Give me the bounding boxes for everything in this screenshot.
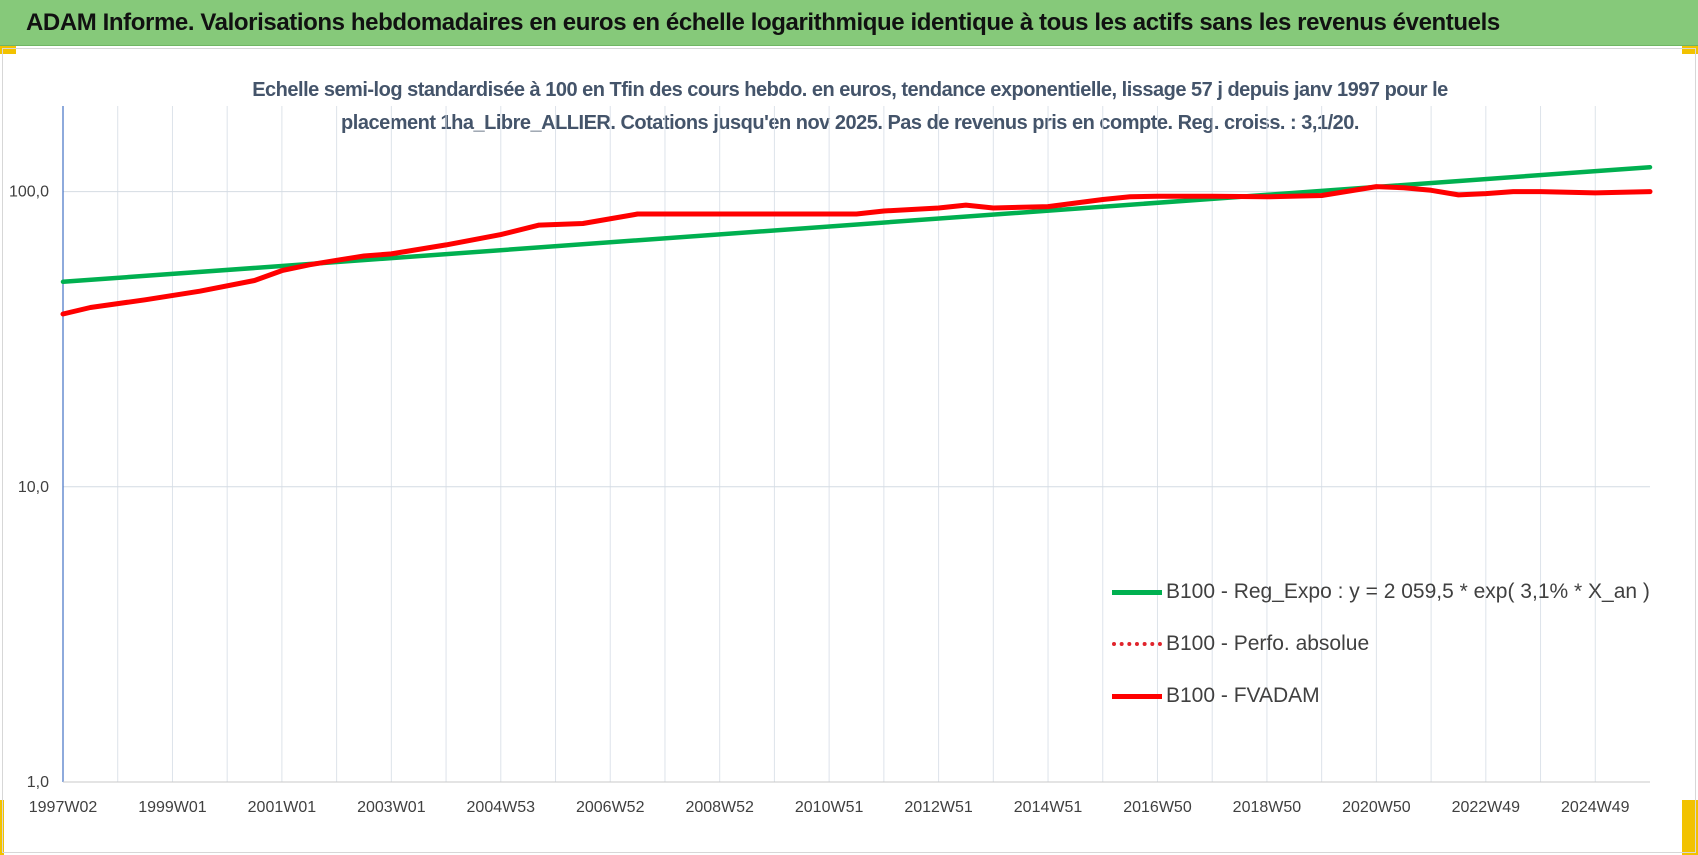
y-tick-label: 1,0 [27,774,49,791]
legend-swatch-perfo-absolue [1112,642,1162,646]
corner-marker-top-left [0,46,16,54]
x-tick-label: 2016W50 [1123,799,1192,816]
legend-item-reg-expo: B100 - Reg_Expo : y = 2 059,5 * exp( 3,1… [1112,566,1650,618]
legend-label-fvadam: B100 - FVADAM [1166,684,1320,707]
banner-title: ADAM Informe. Valorisations hebdomadaire… [26,9,1500,36]
chart-legend: B100 - Reg_Expo : y = 2 059,5 * exp( 3,1… [1112,566,1650,722]
x-tick-label: 1997W02 [29,799,98,816]
chart-frame [2,48,1696,853]
x-tick-label: 2022W49 [1452,799,1521,816]
legend-swatch-reg-expo [1112,589,1162,595]
legend-swatch-fvadam [1112,693,1162,699]
x-tick-label: 1999W01 [138,799,207,816]
x-tick-label: 2008W52 [685,799,754,816]
chart-title-line-2: placement 1ha_Libre_ALLIER. Cotations ju… [341,112,1359,134]
x-tick-label: 2020W50 [1342,799,1411,816]
series-line-fvadam [60,184,1653,317]
x-tick-label: 2003W01 [357,799,426,816]
banner: ADAM Informe. Valorisations hebdomadaire… [0,0,1698,46]
y-tick-label: 10,0 [18,479,49,496]
corner-marker-bottom-right [1682,800,1698,855]
legend-label-reg-expo: B100 - Reg_Expo : y = 2 059,5 * exp( 3,1… [1166,580,1650,603]
x-tick-label: 2024W49 [1561,799,1630,816]
x-tick-label: 2018W50 [1233,799,1302,816]
chart-title-line-1: Echelle semi-log standardisée à 100 en T… [252,79,1448,101]
y-tick-label: 100,0 [9,184,49,201]
chart-title: Echelle semi-log standardisée à 100 en T… [120,74,1580,140]
legend-item-perfo-absolue: B100 - Perfo. absolue [1112,618,1650,670]
x-tick-label: 2010W51 [795,799,864,816]
x-tick-label: 2001W01 [248,799,317,816]
corner-marker-top-right [1682,46,1698,54]
legend-item-fvadam: B100 - FVADAM [1112,670,1650,722]
x-tick-label: 2004W53 [467,799,536,816]
x-tick-label: 2014W51 [1014,799,1083,816]
x-tick-label: 2012W51 [904,799,973,816]
legend-label-perfo-absolue: B100 - Perfo. absolue [1166,632,1370,655]
x-tick-label: 2006W52 [576,799,645,816]
